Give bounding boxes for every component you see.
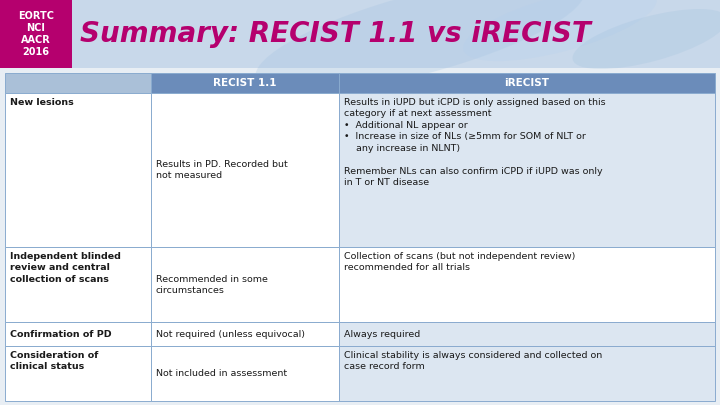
Text: Consideration of
clinical status: Consideration of clinical status xyxy=(10,351,99,371)
Ellipse shape xyxy=(463,0,657,61)
Text: Not required (unless equivocal): Not required (unless equivocal) xyxy=(156,330,305,339)
Text: RECIST 1.1: RECIST 1.1 xyxy=(213,78,276,88)
FancyBboxPatch shape xyxy=(5,73,150,93)
Text: Always required: Always required xyxy=(343,330,420,339)
Text: Confirmation of PD: Confirmation of PD xyxy=(10,330,112,339)
FancyBboxPatch shape xyxy=(5,93,150,247)
FancyBboxPatch shape xyxy=(150,322,338,345)
Ellipse shape xyxy=(572,9,720,69)
FancyBboxPatch shape xyxy=(338,73,715,93)
Text: New lesions: New lesions xyxy=(10,98,73,107)
FancyBboxPatch shape xyxy=(0,0,72,68)
FancyBboxPatch shape xyxy=(5,345,150,401)
FancyBboxPatch shape xyxy=(338,322,715,345)
FancyBboxPatch shape xyxy=(0,0,720,68)
FancyBboxPatch shape xyxy=(150,73,338,93)
Text: Independent blinded
review and central
collection of scans: Independent blinded review and central c… xyxy=(10,252,121,284)
FancyBboxPatch shape xyxy=(5,247,150,322)
FancyBboxPatch shape xyxy=(150,345,338,401)
FancyBboxPatch shape xyxy=(150,93,338,247)
Text: EORTC
NCI
AACR
2016: EORTC NCI AACR 2016 xyxy=(18,11,54,57)
FancyBboxPatch shape xyxy=(338,345,715,401)
FancyBboxPatch shape xyxy=(338,247,715,322)
FancyBboxPatch shape xyxy=(338,93,715,247)
Text: Collection of scans (but not independent review)
recommended for all trials: Collection of scans (but not independent… xyxy=(343,252,575,273)
Text: Recommended in some
circumstances: Recommended in some circumstances xyxy=(156,275,267,295)
FancyBboxPatch shape xyxy=(150,247,338,322)
Text: Not included in assessment: Not included in assessment xyxy=(156,369,287,378)
FancyBboxPatch shape xyxy=(5,322,150,345)
Text: Summary: RECIST 1.1 vs iRECIST: Summary: RECIST 1.1 vs iRECIST xyxy=(80,20,590,48)
Text: Results in PD. Recorded but
not measured: Results in PD. Recorded but not measured xyxy=(156,160,287,180)
Text: iRECIST: iRECIST xyxy=(504,78,549,88)
Text: Results in iUPD but iCPD is only assigned based on this
category if at next asse: Results in iUPD but iCPD is only assigne… xyxy=(343,98,606,187)
Text: Clinical stability is always considered and collected on
case record form: Clinical stability is always considered … xyxy=(343,351,602,371)
Ellipse shape xyxy=(256,0,585,93)
